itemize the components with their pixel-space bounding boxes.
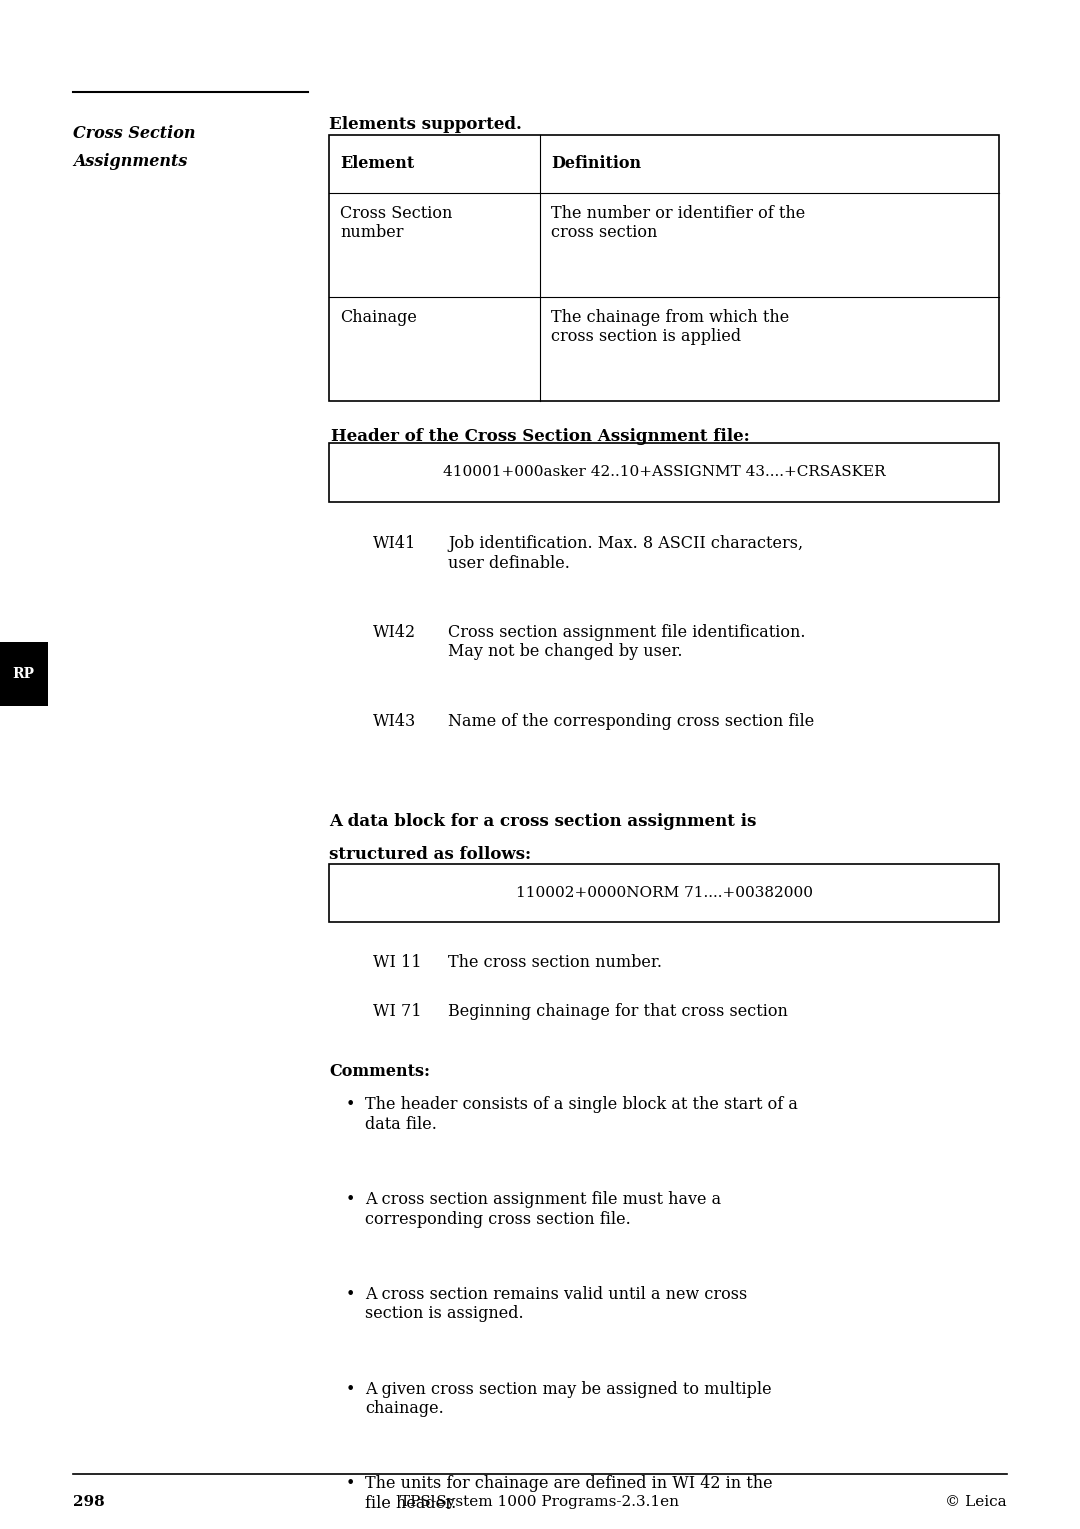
Text: Cross Section
number: Cross Section number: [340, 205, 453, 242]
Text: A cross section remains valid until a new cross
section is assigned.: A cross section remains valid until a ne…: [365, 1286, 747, 1323]
Text: WI 11: WI 11: [373, 954, 421, 971]
Text: Header of the Cross Section Assignment file:: Header of the Cross Section Assignment f…: [330, 428, 750, 445]
Text: WI 71: WI 71: [373, 1003, 421, 1020]
Text: •: •: [346, 1286, 355, 1303]
Text: •: •: [346, 1191, 355, 1208]
Text: WI43: WI43: [373, 713, 416, 729]
Text: TPS-System 1000 Programs-2.3.1en: TPS-System 1000 Programs-2.3.1en: [401, 1495, 679, 1509]
Text: 298: 298: [73, 1495, 105, 1509]
Text: Assignments: Assignments: [73, 153, 188, 170]
Text: •: •: [346, 1096, 355, 1113]
Text: 110002+0000NORM 71....+00382000: 110002+0000NORM 71....+00382000: [516, 885, 813, 901]
Text: WI42: WI42: [373, 624, 416, 641]
Bar: [0, 642, 48, 706]
Text: A cross section assignment file must have a
corresponding cross section file.: A cross section assignment file must hav…: [365, 1191, 721, 1228]
Text: Job identification. Max. 8 ASCII characters,
user definable.: Job identification. Max. 8 ASCII charact…: [448, 535, 804, 572]
Text: Cross Section: Cross Section: [73, 125, 195, 142]
Text: The chainage from which the
cross section is applied: The chainage from which the cross sectio…: [551, 309, 789, 346]
Text: Name of the corresponding cross section file: Name of the corresponding cross section …: [448, 713, 814, 729]
Text: RP: RP: [13, 667, 35, 682]
Text: Element: Element: [340, 154, 415, 173]
Text: Definition: Definition: [551, 154, 642, 173]
Bar: [329, 135, 999, 401]
Text: The number or identifier of the
cross section: The number or identifier of the cross se…: [551, 205, 806, 242]
Text: The cross section number.: The cross section number.: [448, 954, 662, 971]
Text: A data block for a cross section assignment is: A data block for a cross section assignm…: [329, 813, 757, 830]
Text: The header consists of a single block at the start of a
data file.: The header consists of a single block at…: [365, 1096, 798, 1133]
Text: Beginning chainage for that cross section: Beginning chainage for that cross sectio…: [448, 1003, 788, 1020]
Text: Cross section assignment file identification.
May not be changed by user.: Cross section assignment file identifica…: [448, 624, 806, 661]
Text: The units for chainage are defined in WI 42 in the
file header.: The units for chainage are defined in WI…: [365, 1475, 772, 1512]
Text: Chainage: Chainage: [340, 309, 417, 326]
Text: Elements supported.: Elements supported.: [329, 116, 523, 133]
Text: Comments:: Comments:: [329, 1063, 431, 1079]
Text: structured as follows:: structured as follows:: [329, 846, 531, 862]
Text: 410001+000asker 42..10+ASSIGNMT 43....+CRSASKER: 410001+000asker 42..10+ASSIGNMT 43....+C…: [443, 465, 886, 480]
Bar: [329, 443, 999, 502]
Bar: [329, 864, 999, 922]
Text: © Leica: © Leica: [945, 1495, 1007, 1509]
Text: A given cross section may be assigned to multiple
chainage.: A given cross section may be assigned to…: [365, 1381, 772, 1417]
Text: WI41: WI41: [373, 535, 416, 552]
Text: •: •: [346, 1381, 355, 1398]
Text: •: •: [346, 1475, 355, 1492]
